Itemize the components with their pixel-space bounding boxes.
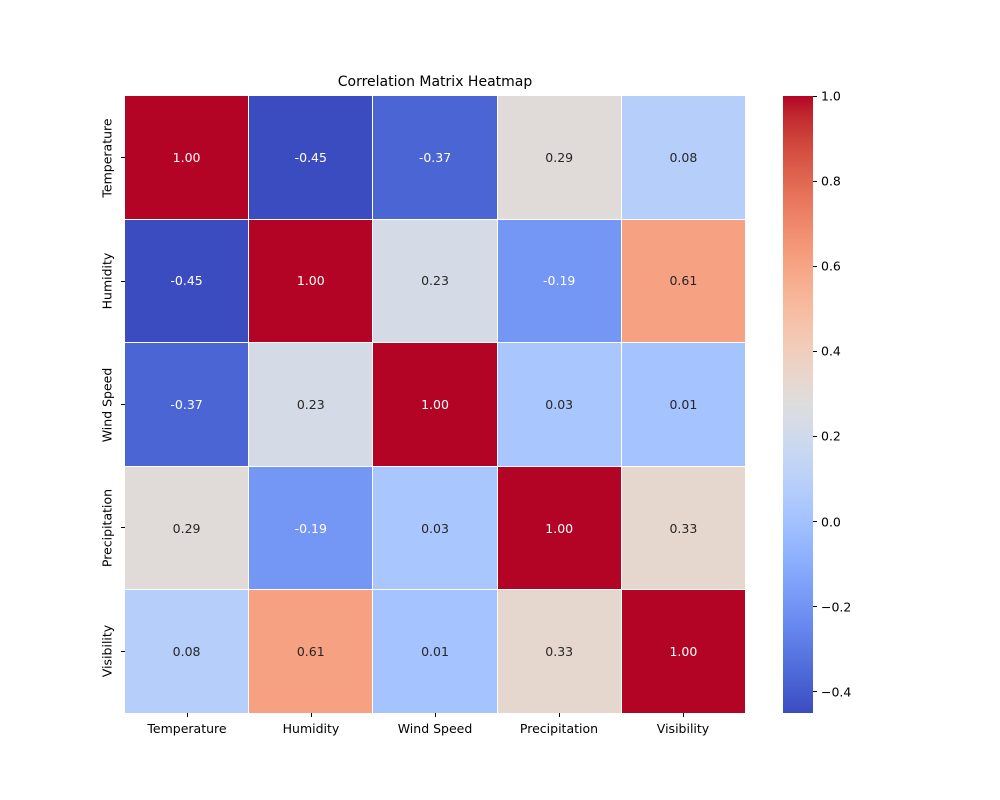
x-axis-tick	[186, 713, 188, 717]
x-axis-label-3: Precipitation	[519, 721, 599, 736]
y-axis-tick	[121, 280, 125, 282]
x-axis-tick	[682, 713, 684, 717]
y-axis-tick	[121, 404, 125, 405]
x-axis-tick	[558, 713, 560, 717]
heatmap-cell-1-1: 1.00	[249, 219, 373, 343]
heatmap-cell-3-3: 1.00	[497, 466, 621, 590]
cell-value: 0.33	[545, 644, 574, 660]
colorbar-tick	[813, 265, 817, 267]
colorbar-tick	[813, 435, 817, 437]
heatmap-cell-3-2: 0.03	[373, 466, 497, 590]
cell-value: -0.37	[170, 396, 203, 412]
cell-value: 1.00	[421, 396, 449, 412]
cell-value: 1.00	[296, 273, 325, 289]
cell-value: 1.00	[669, 644, 698, 660]
colorbar-tick-label-2: 0.6	[821, 258, 841, 274]
cell-value: 0.08	[669, 149, 698, 165]
heatmap-cell-1-0: -0.45	[125, 219, 249, 343]
cell-value: 0.61	[669, 273, 698, 289]
y-axis-label-3: Precipitation	[99, 488, 115, 567]
y-axis-label-2: Wind Speed	[99, 367, 115, 442]
y-axis-tick	[121, 157, 125, 159]
colorbar-tick-label-3: 0.4	[821, 343, 841, 359]
y-axis-label-1: Humidity	[99, 252, 115, 310]
y-axis-tick	[121, 527, 125, 529]
cell-value: 0.29	[545, 149, 574, 165]
x-axis-label-1: Humidity	[282, 721, 340, 736]
colorbar-tick	[813, 95, 817, 97]
heatmap-cell-3-1: -0.19	[249, 466, 373, 590]
heatmap-cell-1-3: -0.19	[497, 219, 621, 343]
x-axis-label-2: Wind Speed	[397, 721, 473, 736]
heatmap-cell-4-3: 0.33	[497, 590, 621, 713]
colorbar-tick	[813, 691, 817, 693]
cell-value: 0.01	[669, 396, 698, 412]
heatmap-cell-4-0: 0.08	[125, 590, 249, 713]
colorbar-tick-label-4: 0.2	[821, 428, 841, 444]
cell-value: 0.23	[296, 396, 325, 412]
cell-value: 1.00	[545, 520, 574, 536]
cell-value: 0.33	[669, 520, 698, 536]
heatmap-cell-1-2: 0.23	[373, 219, 497, 343]
y-axis-tick	[121, 650, 125, 652]
colorbar-tick	[813, 606, 817, 608]
cell-value: 1.00	[172, 149, 201, 165]
x-axis-tick	[434, 713, 436, 717]
heatmap-cell-0-4: 0.08	[621, 96, 745, 219]
colorbar-tick-label-7: −0.4	[821, 684, 852, 700]
cell-value: 0.01	[421, 644, 449, 660]
cell-value: 0.23	[421, 273, 449, 289]
heatmap-cell-0-1: -0.45	[249, 96, 373, 219]
x-axis-label-4: Visibility	[656, 721, 710, 736]
colorbar-tick-label-0: 1.0	[821, 88, 841, 104]
cell-value: 0.61	[296, 644, 325, 660]
y-axis-label-4: Visibility	[99, 625, 115, 678]
heatmap-cell-2-1: 0.23	[249, 343, 373, 466]
heatmap-cell-0-0: 1.00	[125, 96, 249, 219]
cell-value: -0.45	[294, 149, 327, 165]
heatmap-cell-2-2: 1.00	[373, 343, 497, 466]
colorbar-tick-label-6: −0.2	[821, 599, 852, 615]
heatmap-cell-1-4: 0.61	[621, 219, 745, 343]
chart-title: Correlation Matrix Heatmap	[337, 74, 533, 90]
heatmap-cell-4-1: 0.61	[249, 590, 373, 713]
heatmap-cell-3-0: 0.29	[125, 466, 249, 590]
cell-value: 0.08	[172, 644, 201, 660]
y-axis-label-0: Temperature	[99, 118, 115, 198]
cell-value: -0.45	[170, 273, 203, 289]
colorbar-tick	[813, 350, 817, 352]
cell-value: -0.19	[543, 273, 576, 289]
heatmap-grid: 1.00 -0.45 -0.37 0.29 0.08 -0.45 1.00 0.23 -0.19…	[125, 96, 745, 713]
colorbar-tick	[813, 180, 817, 182]
heatmap-cell-3-4: 0.33	[621, 466, 745, 590]
cell-value: -0.37	[418, 149, 452, 165]
cell-value: -0.19	[294, 520, 327, 536]
heatmap-cell-4-4: 1.00	[621, 590, 745, 713]
x-axis-tick	[310, 713, 312, 717]
colorbar-tick	[813, 521, 817, 523]
heatmap-cell-2-3: 0.03	[497, 343, 621, 466]
colorbar-tick-label-5: 0.0	[821, 514, 841, 530]
heatmap-cell-2-0: -0.37	[125, 343, 249, 466]
heatmap-cell-2-4: 0.01	[621, 343, 745, 466]
cell-value: 0.03	[545, 396, 574, 412]
colorbar	[783, 96, 813, 713]
cell-value: 0.29	[172, 520, 201, 536]
heatmap-cell-4-2: 0.01	[373, 590, 497, 713]
colorbar-tick-label-1: 0.8	[821, 173, 841, 189]
heatmap-cell-0-3: 0.29	[497, 96, 621, 219]
heatmap-cell-0-2: -0.37	[373, 96, 497, 219]
cell-value: 0.03	[421, 520, 449, 536]
x-axis-label-0: Temperature	[147, 721, 227, 736]
